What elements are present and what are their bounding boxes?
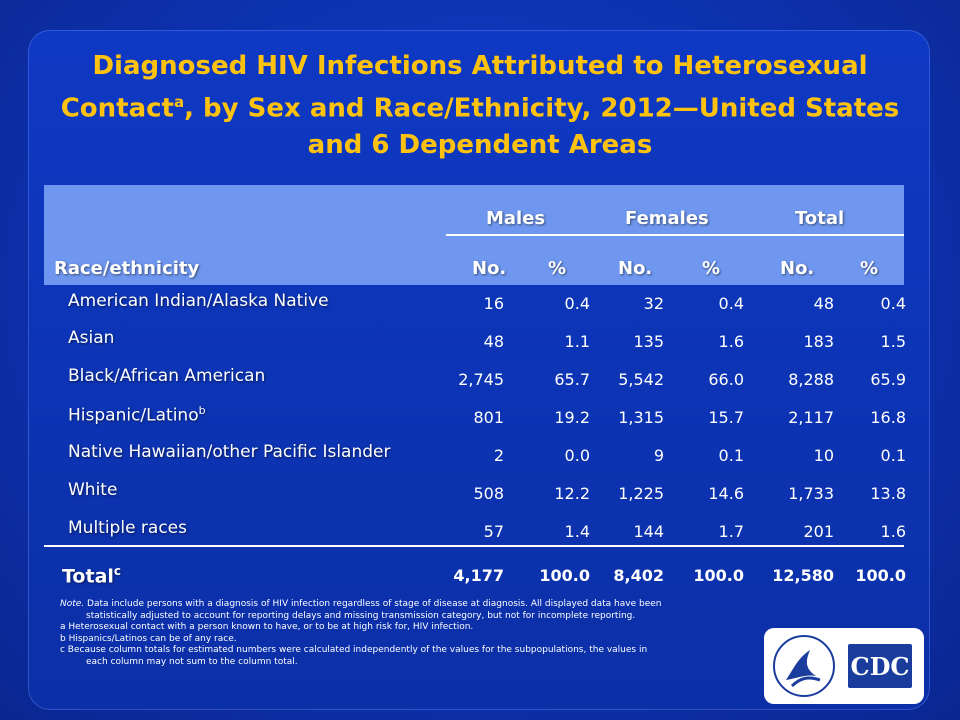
cell: 0.4 [880, 294, 906, 313]
cell: 65.7 [554, 370, 590, 389]
row-label: American Indian/Alaska Native [68, 291, 329, 311]
cell: 16.8 [870, 408, 906, 427]
row-label: Black/African American [68, 366, 266, 386]
cell: 2,117 [788, 408, 834, 427]
cell: 13.8 [870, 484, 906, 503]
cell: 801 [473, 408, 504, 427]
sub-header-total-no: No. [780, 258, 815, 279]
cell: 57 [483, 522, 504, 541]
total-cell: 100.0 [693, 566, 744, 585]
cell: 201 [803, 522, 834, 541]
cell: 5,542 [618, 370, 664, 389]
cell: 9 [653, 446, 664, 465]
cell: 10 [813, 446, 834, 465]
row-label: Multiple races [68, 518, 187, 538]
total-label: Totalc [62, 564, 122, 588]
group-header-females: Females [625, 208, 709, 229]
cell: 0.4 [718, 294, 744, 313]
cdc-logo-text: CDC [850, 652, 909, 681]
cell: 65.9 [870, 370, 906, 389]
cell: 1.4 [564, 522, 590, 541]
cell: 16 [483, 294, 504, 313]
cell: 0.1 [718, 446, 744, 465]
total-cell: 100.0 [539, 566, 590, 585]
cell: 1.7 [718, 522, 744, 541]
sub-header-males-no: No. [472, 258, 507, 279]
group-header-males: Males [486, 208, 546, 229]
group-header-rule [446, 234, 904, 236]
row-label: White [68, 480, 118, 500]
cell: 19.2 [554, 408, 590, 427]
cell: 135 [633, 332, 664, 351]
group-header-total: Total [795, 208, 845, 229]
cell: 1.1 [564, 332, 590, 351]
cell: 1,315 [618, 408, 664, 427]
cell: 0.1 [880, 446, 906, 465]
sub-header-males-pct: % [548, 258, 567, 279]
slide-panel [28, 30, 930, 710]
cell: 66.0 [708, 370, 744, 389]
slide-title: Diagnosed HIV Infections Attributed to H… [60, 51, 900, 160]
cell: 2,745 [458, 370, 504, 389]
row-label: Asian [68, 328, 115, 348]
cell: 1.6 [718, 332, 744, 351]
total-cell: 12,580 [772, 566, 834, 585]
total-rule [44, 545, 904, 547]
cell: 12.2 [554, 484, 590, 503]
total-cell: 8,402 [613, 566, 664, 585]
race-column-header: Race/ethnicity [54, 258, 200, 279]
sub-header-females-pct: % [702, 258, 721, 279]
cell: 32 [643, 294, 664, 313]
cell: 0.4 [564, 294, 590, 313]
cell: 1.5 [880, 332, 906, 351]
cell: 48 [483, 332, 504, 351]
cell: 2 [493, 446, 504, 465]
cell: 1.6 [880, 522, 906, 541]
row-label: Native Hawaiian/other Pacific Islander [68, 442, 391, 462]
cell: 183 [803, 332, 834, 351]
total-cell: 100.0 [855, 566, 906, 585]
cell: 508 [473, 484, 504, 503]
cell: 144 [633, 522, 664, 541]
cell: 8,288 [788, 370, 834, 389]
cell: 14.6 [708, 484, 744, 503]
cell: 0.0 [564, 446, 590, 465]
total-cell: 4,177 [453, 566, 504, 585]
sub-header-total-pct: % [860, 258, 879, 279]
cell: 15.7 [708, 408, 744, 427]
footnotes: Note. Data include persons with a diagno… [60, 599, 662, 667]
hhs-eagle-icon: CDC [773, 635, 912, 697]
cell: 1,225 [618, 484, 664, 503]
row-label: Hispanic/Latinob [68, 404, 206, 426]
cell: 1,733 [788, 484, 834, 503]
sub-header-females-no: No. [618, 258, 653, 279]
cell: 48 [813, 294, 834, 313]
hhs-cdc-logo: CDC [764, 628, 924, 704]
